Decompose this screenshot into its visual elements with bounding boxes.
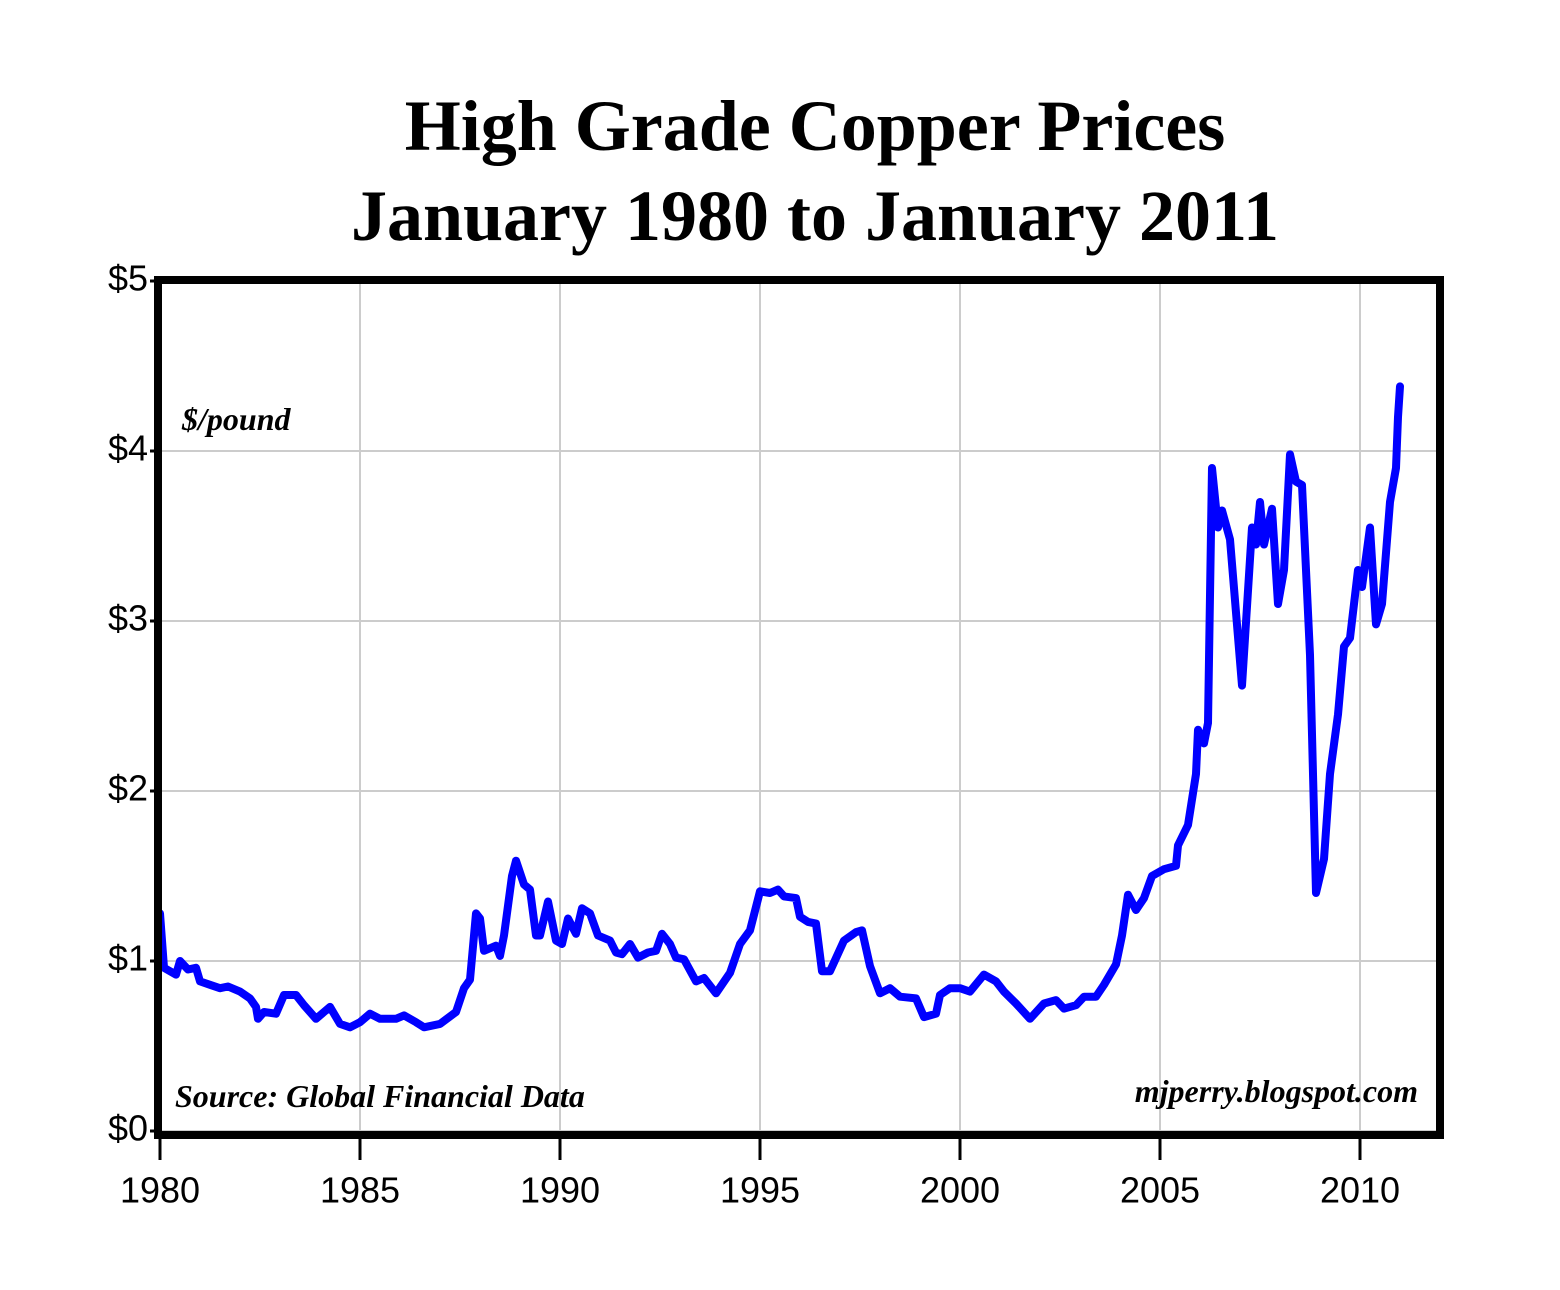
y-tick-label: $2 — [108, 768, 148, 809]
chart-title: High Grade Copper Prices — [405, 86, 1226, 166]
x-tick-label: 2005 — [1120, 1170, 1200, 1211]
unit-label: $/pound — [181, 401, 291, 437]
x-tick-label: 1985 — [320, 1170, 400, 1211]
x-tick-label: 1980 — [120, 1170, 200, 1211]
y-tick-label: $3 — [108, 598, 148, 639]
y-tick-label: $1 — [108, 938, 148, 979]
x-tick-label: 1990 — [520, 1170, 600, 1211]
chart-subtitle: January 1980 to January 2011 — [351, 176, 1279, 256]
data-line — [156, 382, 1404, 1032]
credit-note: mjperry.blogspot.com — [1135, 1073, 1418, 1109]
x-tick-label: 1995 — [720, 1170, 800, 1211]
source-note: Source: Global Financial Data — [175, 1078, 585, 1114]
y-tick-label: $5 — [108, 258, 148, 299]
x-tick-label: 2000 — [920, 1170, 1000, 1211]
y-tick-label: $0 — [108, 1108, 148, 1149]
y-tick-label: $4 — [108, 428, 148, 469]
x-tick-label: 2010 — [1320, 1170, 1400, 1211]
plot-frame — [154, 276, 1444, 1139]
